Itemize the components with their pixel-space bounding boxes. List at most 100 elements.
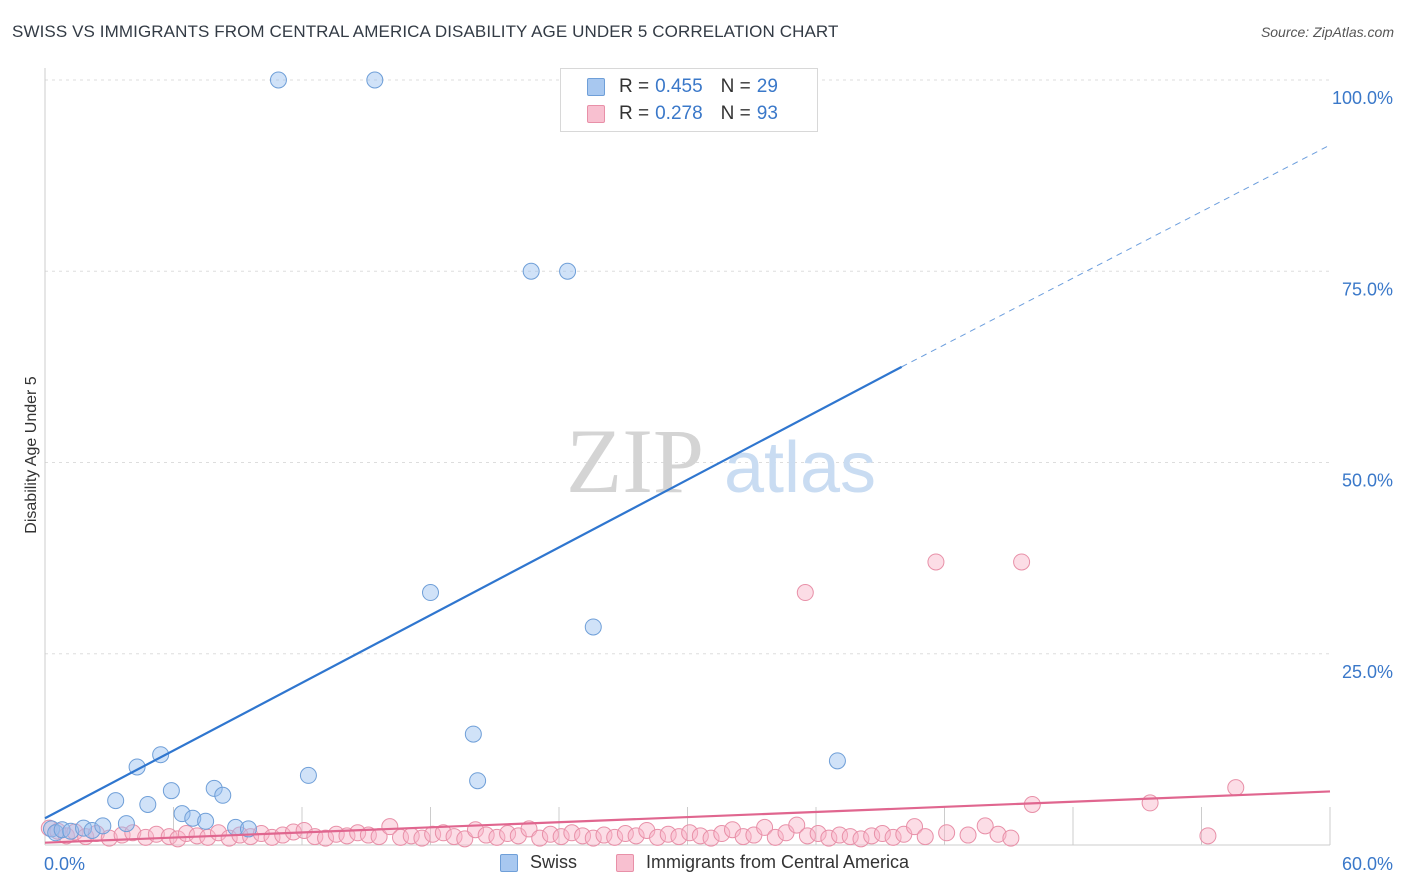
data-point-central-america <box>756 818 774 836</box>
legend-label-central-america: Immigrants from Central America <box>646 852 910 872</box>
r-label: R = <box>619 103 650 124</box>
data-point-swiss <box>184 809 202 827</box>
gridlines <box>45 79 1330 655</box>
data-point-swiss <box>522 262 540 280</box>
data-point-swiss <box>559 262 577 280</box>
data-point-central-america <box>584 829 602 847</box>
n-label: N = <box>720 76 751 97</box>
data-point-central-america <box>831 826 849 844</box>
data-point-central-america <box>1227 779 1245 797</box>
data-point-central-america <box>681 824 699 842</box>
data-point-swiss <box>269 71 287 89</box>
data-point-central-america <box>798 827 816 845</box>
data-point-central-america <box>541 825 559 843</box>
data-point-central-america <box>959 826 977 844</box>
data-point-central-america <box>989 825 1007 843</box>
data-point-central-america <box>595 826 613 844</box>
legend-label-swiss: Swiss <box>530 852 578 872</box>
r-label: R = <box>619 76 650 97</box>
data-point-central-america <box>659 825 677 843</box>
data-point-central-america <box>124 824 142 842</box>
data-point-swiss <box>53 821 71 839</box>
data-point-central-america <box>884 828 902 846</box>
x-tick-label: 60.0% <box>1342 854 1393 874</box>
swiss-n-value: 29 <box>756 76 778 97</box>
data-point-swiss <box>469 772 487 790</box>
data-point-central-america <box>809 825 827 843</box>
data-point-central-america <box>638 821 656 839</box>
data-point-central-america <box>295 821 313 839</box>
data-point-central-america <box>574 827 592 845</box>
data-point-central-america <box>796 584 814 602</box>
trend-line-swiss <box>44 365 903 820</box>
data-point-central-america <box>531 829 549 847</box>
data-point-swiss <box>197 812 215 830</box>
data-point-swiss <box>162 782 180 800</box>
data-point-swiss <box>205 779 223 797</box>
data-point-central-america <box>606 828 624 846</box>
data-point-central-america <box>616 825 634 843</box>
stats-legend: R = 0.455 N = 29 R = 0.278 N = 93 <box>560 68 818 132</box>
watermark-zip: ZIP <box>566 410 704 512</box>
data-point-central-america <box>488 828 506 846</box>
tick-labels: 25.0% 50.0% 75.0% 100.0% 0.0% 60.0% <box>44 88 1393 874</box>
data-point-central-america <box>873 825 891 843</box>
central-america-points <box>40 553 1245 848</box>
legend-item-central-america[interactable]: Immigrants from Central America <box>616 852 909 873</box>
data-point-swiss <box>139 795 157 813</box>
data-point-central-america <box>552 828 570 846</box>
central-america-r-value: 0.278 <box>655 103 703 124</box>
data-point-central-america <box>445 828 463 846</box>
legend-row-swiss: R = 0.455 N = 29 <box>587 75 778 99</box>
central-america-swatch <box>587 105 605 123</box>
x-tick-label: 0.0% <box>44 854 85 874</box>
data-point-central-america <box>841 828 859 846</box>
data-point-swiss <box>366 71 384 89</box>
series-legend: Swiss Immigrants from Central America <box>0 852 1406 878</box>
data-point-swiss <box>464 725 482 743</box>
data-point-swiss <box>584 618 602 636</box>
data-point-central-america <box>509 827 527 845</box>
watermark: ZIP atlas <box>566 410 876 512</box>
data-point-central-america <box>852 830 870 848</box>
y-tick-label: 50.0% <box>1342 471 1393 491</box>
data-point-central-america <box>938 824 956 842</box>
data-point-central-america <box>1013 553 1031 571</box>
data-point-central-america <box>434 824 452 842</box>
chart-source: Source: ZipAtlas.com <box>1260 24 1394 40</box>
data-point-central-america <box>976 817 994 835</box>
data-point-central-america <box>274 826 292 844</box>
y-tick-label: 75.0% <box>1342 279 1393 299</box>
data-point-swiss <box>828 752 846 770</box>
chart-title: SWISS VS IMMIGRANTS FROM CENTRAL AMERICA… <box>12 22 839 41</box>
data-point-swiss <box>214 786 232 804</box>
y-tick-label: 25.0% <box>1342 662 1393 682</box>
data-point-central-america <box>381 818 399 836</box>
trend-line-central-america <box>44 790 1331 844</box>
data-point-swiss <box>107 792 125 810</box>
swiss-swatch <box>587 78 605 96</box>
data-point-central-america <box>691 827 709 845</box>
data-point-central-america <box>169 830 187 848</box>
watermark-atlas: atlas <box>724 428 876 508</box>
data-point-swiss <box>239 820 257 838</box>
central-america-n-value: 93 <box>756 103 778 124</box>
data-point-central-america <box>766 828 784 846</box>
data-point-central-america <box>413 829 431 847</box>
data-point-central-america <box>927 553 945 571</box>
n-label: N = <box>720 103 751 124</box>
data-point-swiss <box>83 821 101 839</box>
data-point-central-america <box>317 829 335 847</box>
trend-lines <box>44 144 1331 844</box>
data-point-central-america <box>916 828 934 846</box>
data-point-swiss <box>173 805 191 823</box>
data-point-central-america <box>863 827 881 845</box>
data-point-central-america <box>499 825 517 843</box>
central-america-legend-swatch <box>616 853 634 872</box>
data-point-swiss <box>62 822 80 840</box>
legend-item-swiss[interactable]: Swiss <box>500 852 577 873</box>
data-point-swiss <box>299 766 317 784</box>
data-point-central-america <box>702 829 720 847</box>
trend-line-swiss-extension <box>901 144 1331 368</box>
